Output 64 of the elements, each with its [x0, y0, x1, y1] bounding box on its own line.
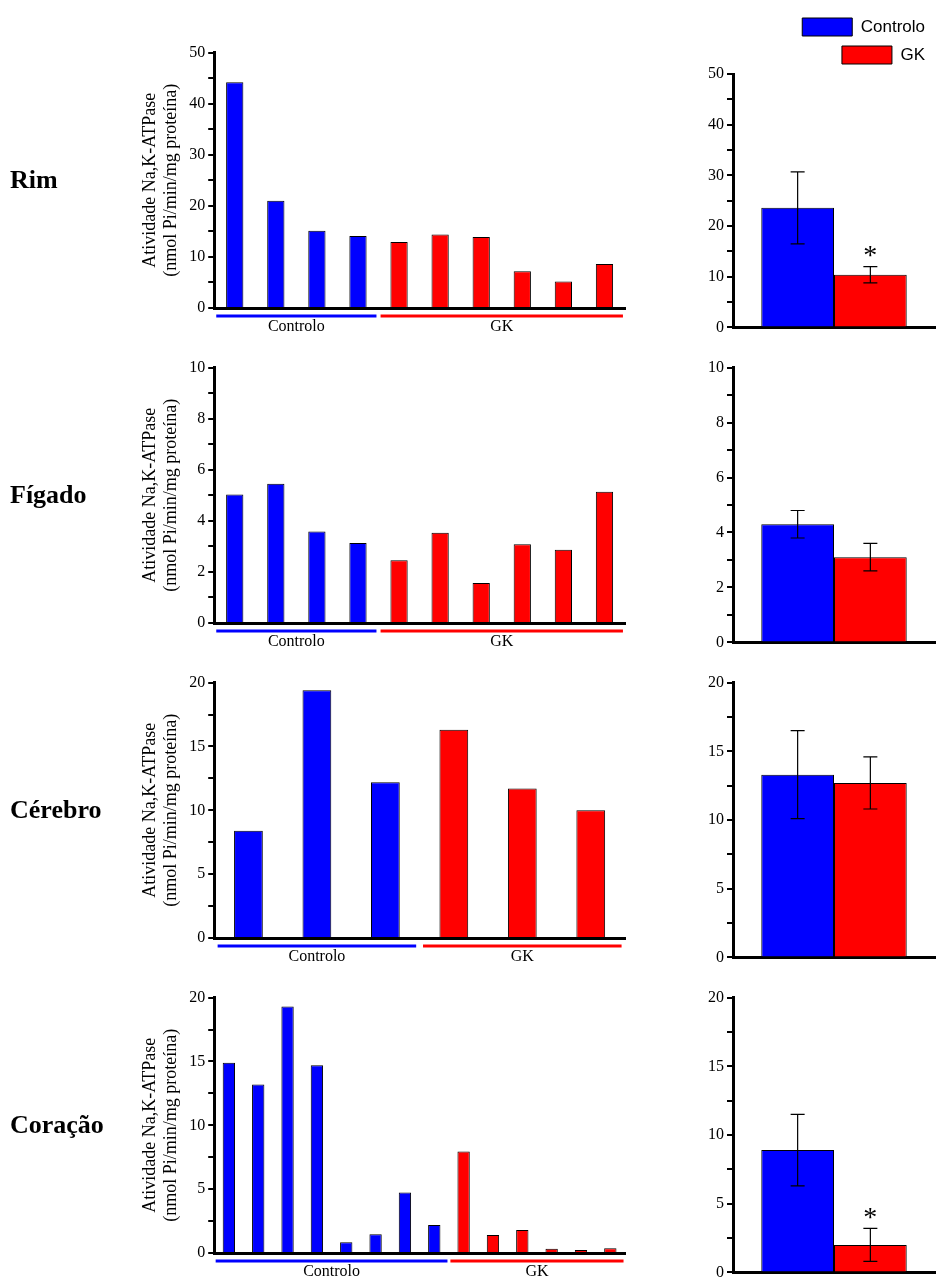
y-axis-title: Atividade Na,K-ATPase (nmol Pi/min/mg proteína)	[138, 83, 182, 277]
y-tick-label: 8	[716, 412, 724, 430]
y-tick-label: 0	[197, 298, 206, 316]
y-tick-label: 20	[189, 196, 206, 214]
y-tick-label: 10	[708, 1125, 724, 1143]
y-axis-title: Atividade Na,K-ATPase (nmol Pi/min/mg proteína)	[138, 398, 182, 592]
legend-label: Controlo	[860, 16, 926, 36]
legend-label: GK	[900, 44, 926, 64]
y-tick-label: 15	[708, 1056, 724, 1074]
y-tick-label: 0	[716, 317, 724, 335]
series-label: Controlo	[288, 947, 346, 965]
y-tick-label: 20	[189, 987, 206, 1005]
y-tick-label: 0	[197, 613, 206, 631]
text: Coração	[10, 1110, 104, 1140]
text: Cérebro	[10, 795, 102, 825]
series-label: Controlo	[267, 632, 325, 650]
series-label: GK	[525, 1262, 549, 1280]
y-tick-label: 20	[708, 216, 724, 234]
series-label: GK	[490, 317, 514, 335]
y-tick-label: 0	[716, 1262, 724, 1280]
y-tick-label: 6	[197, 459, 206, 477]
y-axis-title: Atividade Na,K-ATPase (nmol Pi/min/mg proteína)	[138, 713, 182, 907]
series-label: GK	[510, 947, 535, 965]
y-tick-label: 15	[189, 736, 206, 754]
y-tick-label: 4	[197, 511, 206, 529]
y-axis-title: Atividade Na,K-ATPase (nmol Pi/min/mg proteína)	[138, 1028, 182, 1222]
y-tick-label: 20	[708, 987, 724, 1005]
y-tick-label: 40	[189, 93, 206, 111]
y-tick-label: 0	[716, 632, 724, 650]
y-tick-label: 5	[197, 864, 206, 882]
y-tick-label: 10	[189, 800, 206, 818]
y-tick-label: 10	[708, 357, 724, 375]
y-tick-label: 50	[708, 64, 724, 82]
y-tick-label: 10	[708, 266, 724, 284]
series-label: Controlo	[303, 1262, 361, 1280]
text: Fígado	[10, 480, 87, 510]
y-tick-label: 10	[189, 247, 206, 265]
y-tick-label: 8	[197, 408, 206, 426]
y-tick-label: 0	[716, 947, 724, 965]
y-tick-label: 10	[708, 810, 724, 828]
y-tick-label: 15	[708, 741, 724, 759]
y-tick-label: 15	[189, 1051, 206, 1069]
y-tick-label: 10	[189, 1115, 206, 1133]
annotation: *	[863, 1200, 878, 1232]
text: Rim	[10, 165, 58, 195]
y-tick-label: 4	[716, 522, 724, 540]
y-tick-label: 20	[708, 672, 724, 690]
y-tick-label: 5	[716, 878, 724, 896]
y-tick-label: 30	[708, 165, 724, 183]
series-label: Controlo	[267, 317, 325, 335]
y-tick-label: 2	[716, 577, 724, 595]
y-tick-label: 5	[716, 1193, 724, 1211]
y-tick-label: 30	[189, 144, 206, 162]
y-tick-label: 5	[197, 1179, 206, 1197]
y-tick-label: 10	[189, 357, 206, 375]
y-tick-label: 6	[716, 467, 724, 485]
y-tick-label: 50	[189, 42, 206, 60]
y-tick-label: 0	[197, 928, 206, 946]
y-tick-label: 0	[197, 1243, 206, 1261]
annotation: *	[863, 238, 878, 270]
y-tick-label: 2	[197, 562, 206, 580]
series-label: GK	[490, 632, 514, 650]
y-tick-label: 40	[708, 114, 724, 132]
y-tick-label: 20	[189, 672, 206, 690]
